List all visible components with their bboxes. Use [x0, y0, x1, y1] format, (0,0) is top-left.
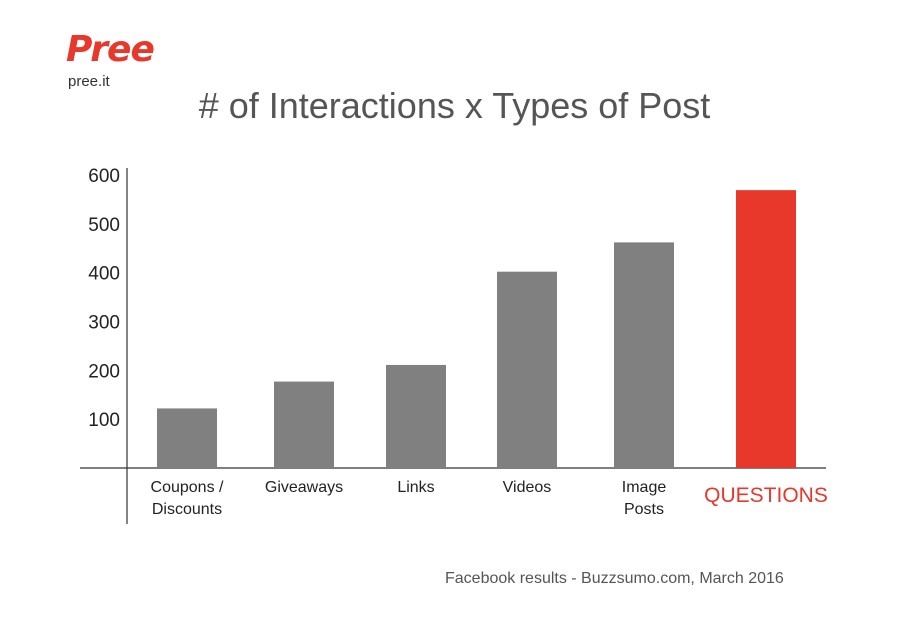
y-tick-label: 200 [88, 361, 120, 382]
bar [157, 408, 217, 468]
x-category-label: Coupons / [151, 479, 224, 496]
bar [386, 364, 446, 468]
y-tick-label: 100 [88, 410, 120, 431]
y-tick-label: 600 [88, 166, 120, 187]
x-category-label: Links [397, 479, 434, 496]
bar-highlight [736, 190, 796, 468]
y-tick-label: 400 [88, 264, 120, 285]
x-category-label: Image [622, 479, 667, 496]
x-category-label: Videos [503, 479, 552, 496]
bar [614, 242, 674, 468]
chart-title: # of Interactions x Types of Post [198, 85, 711, 126]
x-category-label: Posts [624, 501, 664, 518]
brand-site: pree.it [68, 73, 110, 90]
x-category-label: Discounts [152, 501, 222, 518]
x-category-label: QUESTIONS [704, 484, 828, 507]
y-tick-label: 500 [88, 215, 120, 236]
bar [497, 271, 557, 468]
y-tick-label: 300 [88, 313, 120, 334]
source-note: Facebook results - Buzzsumo.com, March 2… [445, 570, 784, 587]
x-category-label: Giveaways [265, 479, 343, 496]
bar [274, 381, 334, 468]
brand-logo: Pree [66, 29, 155, 70]
